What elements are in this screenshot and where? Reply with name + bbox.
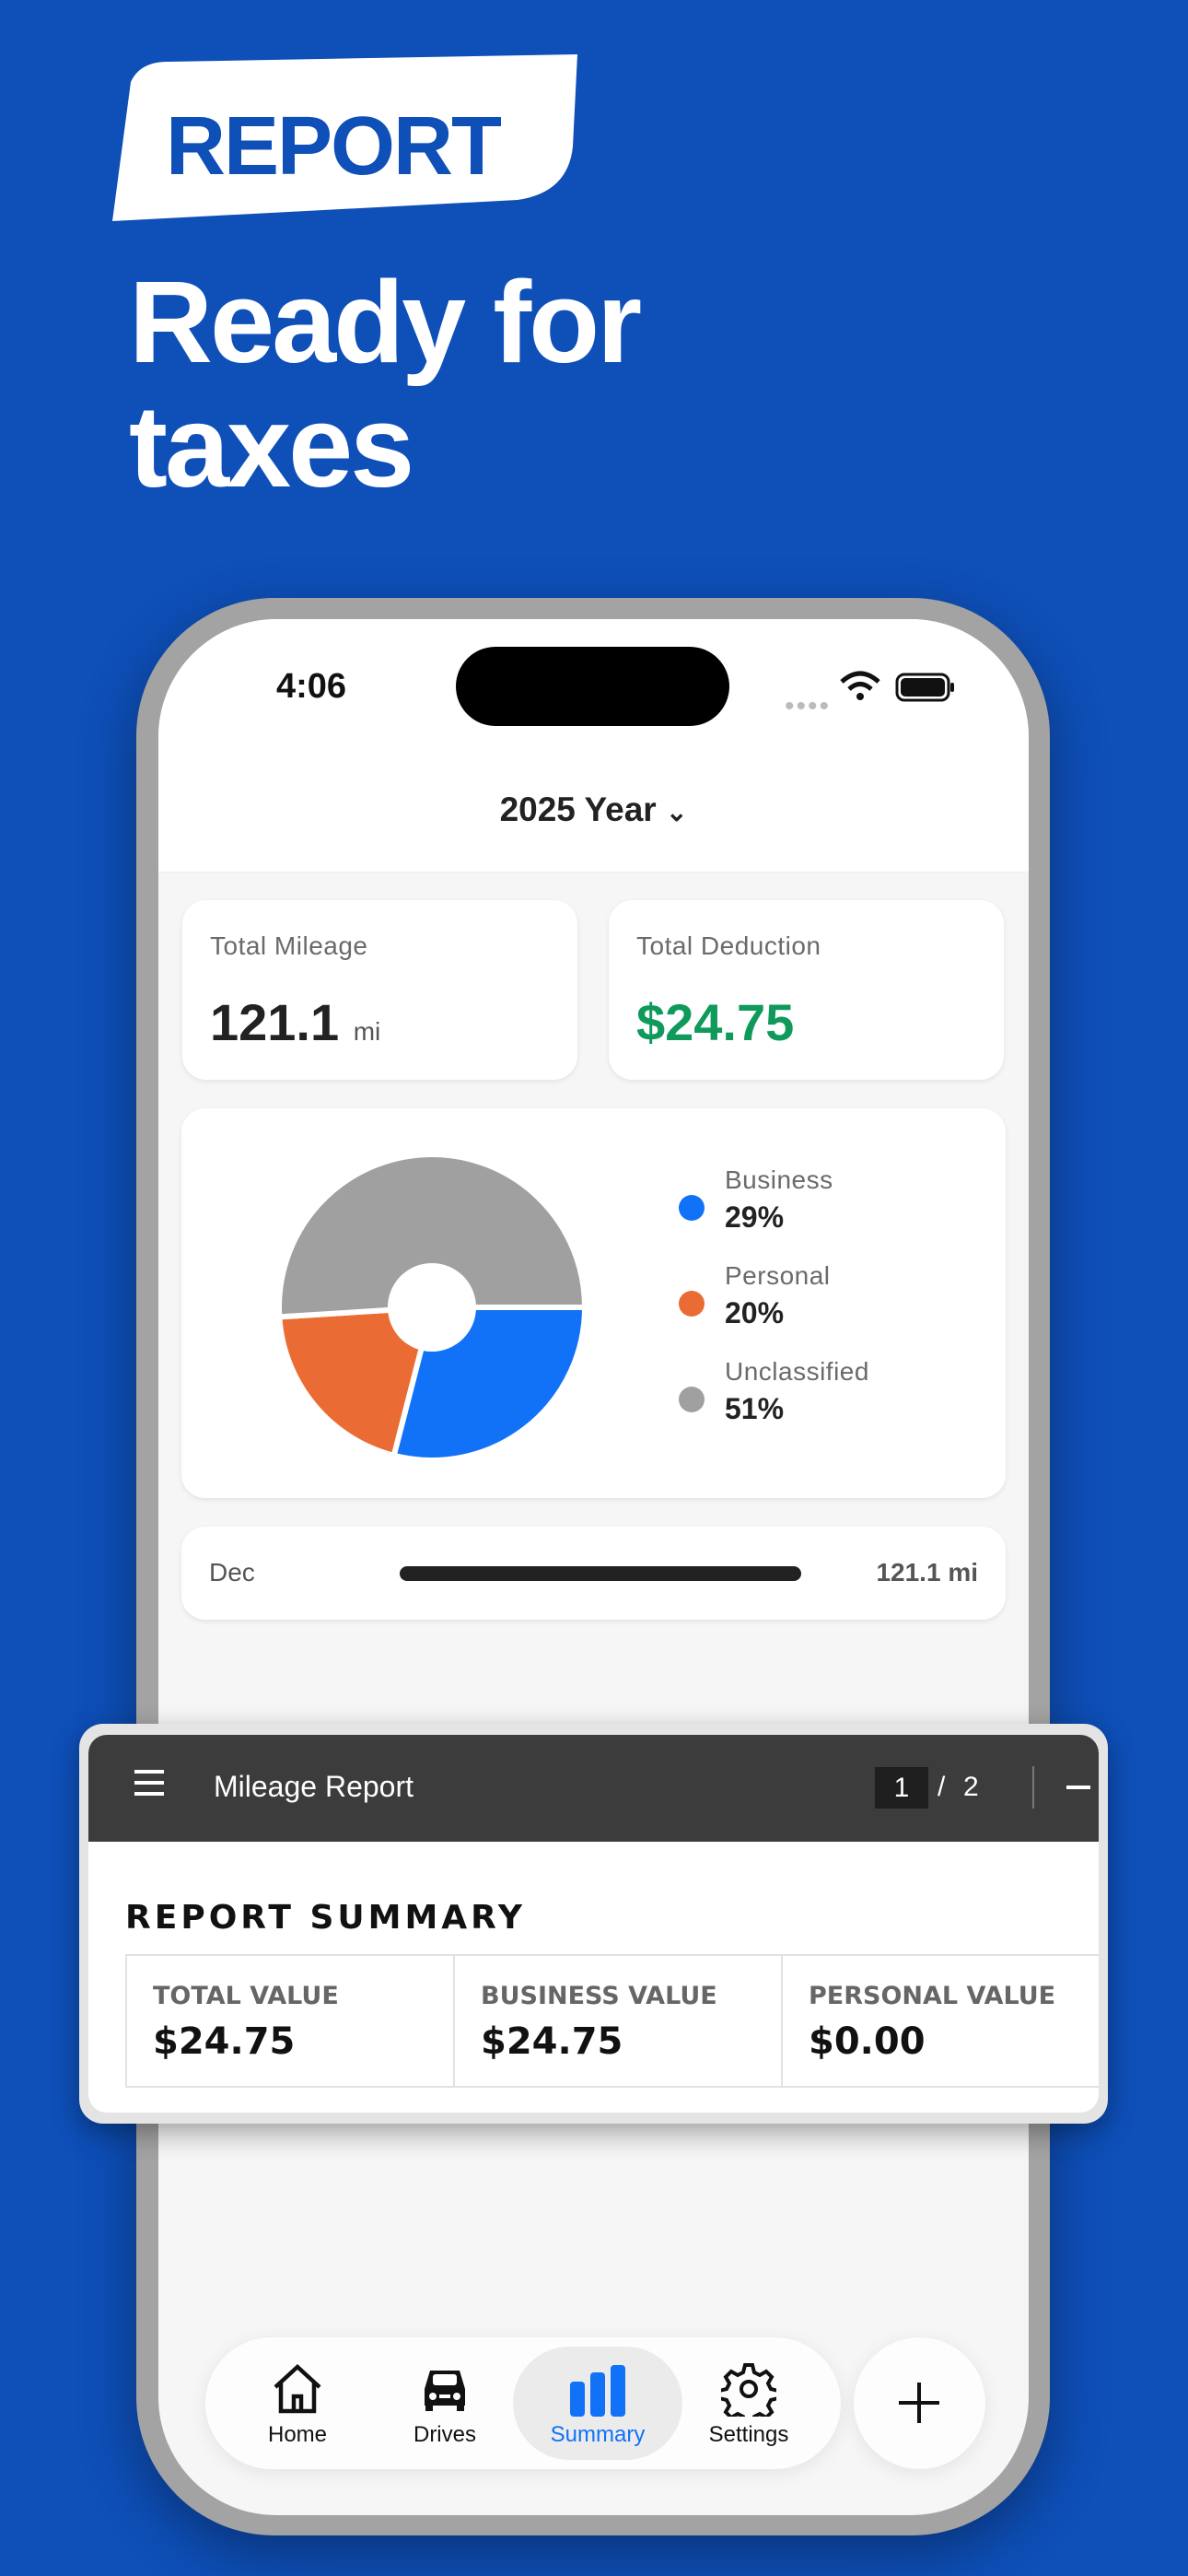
month-bar-fill: [400, 1566, 801, 1581]
legend-label: Personal: [725, 1261, 831, 1290]
breakdown-pie-chart: [276, 1152, 588, 1463]
summary-cell-personal: PERSONAL VALUE $0.00: [781, 1954, 1099, 2088]
summary-cell-business: BUSINESS VALUE $24.75: [453, 1954, 783, 2088]
home-icon: [274, 2363, 321, 2414]
tab-label: Settings: [708, 2422, 789, 2447]
report-title: Mileage Report: [214, 1770, 413, 1803]
legend-dot: [679, 1387, 705, 1412]
tab-summary[interactable]: Summary: [513, 2347, 682, 2460]
breakdown-card: Business 29% Personal 20% Unclassified 5…: [181, 1108, 1006, 1498]
badge-text: REPORT: [166, 100, 502, 193]
total-mileage-label: Total Mileage: [210, 931, 368, 960]
add-drive-button[interactable]: [854, 2337, 985, 2469]
period-selector[interactable]: 2025 Year ⌄: [158, 790, 1029, 829]
total-mileage-card: Total Mileage 121.1 mi: [182, 900, 577, 1080]
page-separator: /: [938, 1772, 946, 1802]
plus-icon: [899, 2383, 939, 2423]
tab-drives[interactable]: Drives: [362, 2337, 528, 2469]
total-deduction-label: Total Deduction: [636, 931, 821, 960]
report-badge: [112, 54, 577, 221]
total-deduction-card: Total Deduction $24.75: [609, 900, 1004, 1080]
signal-icon: ••••: [785, 691, 832, 721]
total-deduction-value: $24.75: [636, 993, 795, 1051]
gear-icon: [721, 2363, 776, 2417]
status-time: 4:06: [276, 667, 347, 706]
legend-value: 51%: [725, 1392, 785, 1425]
period-label: 2025 Year: [499, 790, 657, 828]
phone-screen: 4:06 •••• 2025 Year ⌄ Total Mileage 121.…: [158, 619, 1029, 2515]
page-total: 2: [963, 1772, 979, 1802]
pie-slice-unclassified: [276, 1152, 588, 1320]
car-icon: [425, 2371, 465, 2411]
pie-slice-personal: [276, 1304, 436, 1459]
menu-icon[interactable]: [134, 1770, 164, 1796]
headline-line1: Ready for: [129, 257, 642, 387]
legend-dot: [679, 1291, 705, 1317]
tab-label: Drives: [413, 2422, 476, 2447]
tab-bar: Home Drives Summary Settings: [205, 2337, 841, 2469]
toolbar-divider: [1032, 1766, 1034, 1809]
month-bar-track: [400, 1566, 801, 1581]
month-row-dec[interactable]: Dec 121.1 mi: [181, 1527, 1006, 1620]
summary-cell-total: TOTAL VALUE $24.75: [125, 1954, 455, 2088]
report-toolbar: Mileage Report 1 / 2: [88, 1735, 1099, 1842]
legend-value: 29%: [725, 1200, 785, 1234]
legend-label: Business: [725, 1165, 833, 1194]
page-number-input[interactable]: 1: [875, 1767, 928, 1809]
tab-settings[interactable]: Settings: [666, 2337, 832, 2469]
zoom-out-icon[interactable]: [1066, 1786, 1090, 1789]
legend-dot: [679, 1195, 705, 1221]
top-bar: 4:06 •••• 2025 Year ⌄: [158, 619, 1029, 872]
wifi-icon: [840, 671, 880, 700]
tab-label: Summary: [550, 2422, 646, 2447]
legend-value: 20%: [725, 1296, 785, 1329]
dynamic-island: [456, 647, 729, 726]
legend-label: Unclassified: [725, 1357, 869, 1386]
pie-hole: [388, 1263, 476, 1352]
report-section-title: REPORT SUMMARY: [125, 1899, 526, 1937]
total-mileage-value: 121.1 mi: [210, 993, 381, 1051]
month-label: Dec: [209, 1558, 255, 1587]
battery-icon: [895, 673, 954, 702]
tab-label: Home: [267, 2422, 328, 2447]
month-value: 121.1 mi: [876, 1558, 978, 1587]
tab-home[interactable]: Home: [215, 2337, 380, 2469]
report-preview: Mileage Report 1 / 2 REPORT SUMMARY TOTA…: [79, 1724, 1108, 2124]
bar-chart-icon: [570, 2365, 625, 2417]
chevron-down-icon: ⌄: [665, 798, 688, 826]
headline-line2: taxes: [129, 381, 414, 511]
